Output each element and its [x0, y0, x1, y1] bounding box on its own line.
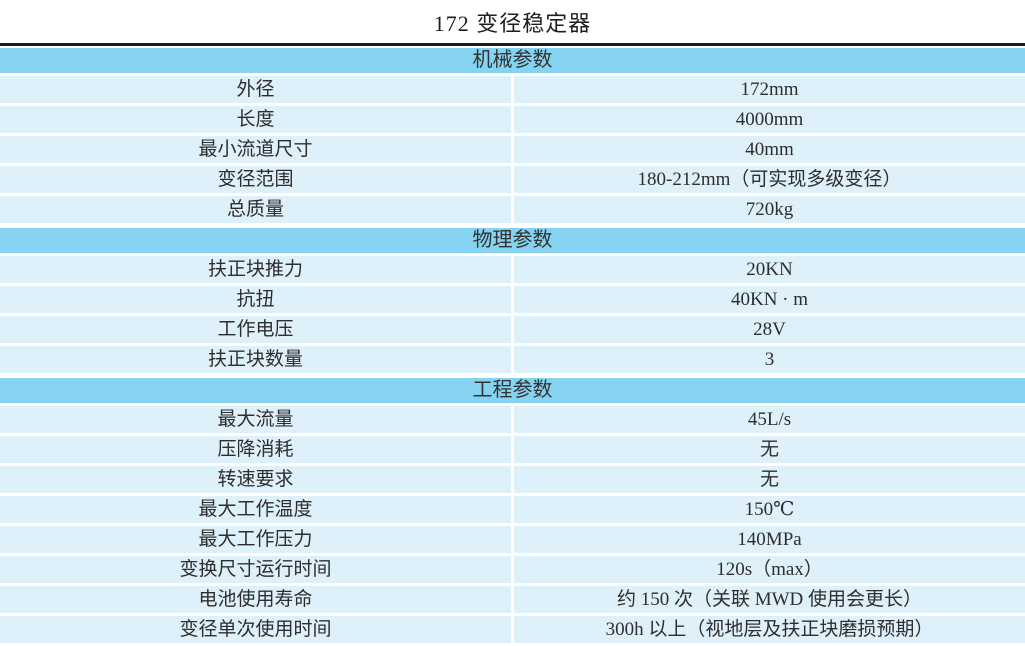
row-label: 最大工作压力	[0, 526, 511, 553]
table-row: 最大流量 45L/s	[0, 406, 1025, 433]
row-value: 45L/s	[514, 406, 1025, 433]
table-row: 转速要求 无	[0, 466, 1025, 493]
table-row: 最大工作压力 140MPa	[0, 526, 1025, 553]
row-label: 电池使用寿命	[0, 586, 511, 613]
table-row: 扶正块推力 20KN	[0, 256, 1025, 283]
row-label: 扶正块数量	[0, 346, 511, 373]
row-value: 20KN	[514, 256, 1025, 283]
table-section: 工程参数 最大流量 45L/s 压降消耗 无 转速要求 无 最大工作温度 150…	[0, 378, 1025, 643]
spec-table: 机械参数 外径 172mm 长度 4000mm 最小流道尺寸 40mm 变径范围…	[0, 43, 1025, 643]
table-row: 变径范围 180-212mm（可实现多级变径）	[0, 166, 1025, 193]
row-value: 40mm	[514, 136, 1025, 163]
row-value: 172mm	[514, 76, 1025, 103]
row-value: 约 150 次（关联 MWD 使用会更长）	[514, 586, 1025, 613]
table-row: 抗扭 40KN · m	[0, 286, 1025, 313]
row-value: 4000mm	[514, 106, 1025, 133]
row-value: 3	[514, 346, 1025, 373]
section-header: 工程参数	[0, 378, 1025, 403]
row-label: 最大工作温度	[0, 496, 511, 523]
row-label: 扶正块推力	[0, 256, 511, 283]
table-section: 物理参数 扶正块推力 20KN 抗扭 40KN · m 工作电压 28V 扶正块…	[0, 228, 1025, 373]
table-row: 总质量 720kg	[0, 196, 1025, 223]
table-row: 电池使用寿命 约 150 次（关联 MWD 使用会更长）	[0, 586, 1025, 613]
row-value: 300h 以上（视地层及扶正块磨损预期）	[514, 616, 1025, 643]
table-section: 机械参数 外径 172mm 长度 4000mm 最小流道尺寸 40mm 变径范围…	[0, 48, 1025, 223]
row-label: 工作电压	[0, 316, 511, 343]
section-header: 物理参数	[0, 228, 1025, 253]
row-value: 180-212mm（可实现多级变径）	[514, 166, 1025, 193]
table-row: 变径单次使用时间 300h 以上（视地层及扶正块磨损预期）	[0, 616, 1025, 643]
row-value: 150℃	[514, 496, 1025, 523]
row-value: 无	[514, 436, 1025, 463]
row-label: 外径	[0, 76, 511, 103]
row-value: 120s（max）	[514, 556, 1025, 583]
table-row: 工作电压 28V	[0, 316, 1025, 343]
section-header: 机械参数	[0, 48, 1025, 73]
row-label: 最小流道尺寸	[0, 136, 511, 163]
row-label: 变换尺寸运行时间	[0, 556, 511, 583]
table-row: 最小流道尺寸 40mm	[0, 136, 1025, 163]
table-row: 长度 4000mm	[0, 106, 1025, 133]
table-row: 压降消耗 无	[0, 436, 1025, 463]
table-row: 扶正块数量 3	[0, 346, 1025, 373]
page-title: 172 变径稳定器	[433, 10, 592, 36]
row-label: 压降消耗	[0, 436, 511, 463]
row-label: 抗扭	[0, 286, 511, 313]
row-value: 720kg	[514, 196, 1025, 223]
row-label: 最大流量	[0, 406, 511, 433]
table-row: 外径 172mm	[0, 76, 1025, 103]
row-value: 140MPa	[514, 526, 1025, 553]
row-label: 总质量	[0, 196, 511, 223]
row-value: 40KN · m	[514, 286, 1025, 313]
row-label: 转速要求	[0, 466, 511, 493]
row-label: 变径范围	[0, 166, 511, 193]
row-value: 无	[514, 466, 1025, 493]
row-label: 变径单次使用时间	[0, 616, 511, 643]
row-label: 长度	[0, 106, 511, 133]
table-row: 变换尺寸运行时间 120s（max）	[0, 556, 1025, 583]
table-row: 最大工作温度 150℃	[0, 496, 1025, 523]
row-value: 28V	[514, 316, 1025, 343]
